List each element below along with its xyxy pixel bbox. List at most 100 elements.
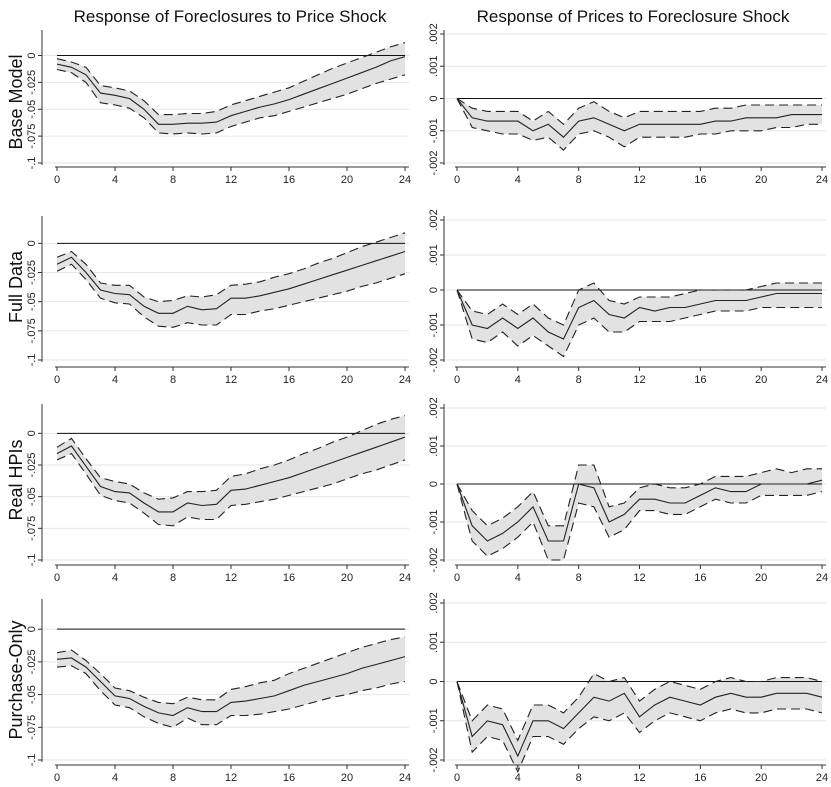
panel-1: .002 .001 0 -.001 -.002 0 4 8 12 16 20 24 bbox=[428, 23, 828, 186]
x-tick-label: 4 bbox=[515, 374, 521, 386]
y-tick-label: -.025 bbox=[26, 260, 38, 285]
y-tick-label: -.001 bbox=[428, 708, 440, 733]
x-tick-label: 8 bbox=[576, 174, 582, 186]
panels-group: 0 -.025 -.05 -.075 -.1 0 4 8 12 16 20 24 .002 .001 0 -.… bbox=[26, 23, 828, 784]
y-tick-label: 0 bbox=[428, 287, 440, 293]
y-tick-label: 0 bbox=[428, 678, 440, 684]
y-tick-label: -.1 bbox=[26, 354, 38, 367]
x-tick-label: 20 bbox=[755, 572, 767, 584]
lower-bound-line bbox=[56, 452, 406, 527]
x-tick-label: 12 bbox=[633, 374, 645, 386]
upper-bound-line bbox=[456, 672, 823, 742]
x-tick-label: 0 bbox=[54, 572, 60, 584]
y-tick-label: 0 bbox=[428, 481, 440, 487]
y-tick-label: -.025 bbox=[26, 649, 38, 674]
y-tick-label: .002 bbox=[428, 23, 440, 44]
lower-bound-line bbox=[456, 681, 823, 774]
x-tick-label: 12 bbox=[225, 174, 237, 186]
x-tick-label: 12 bbox=[225, 374, 237, 386]
y-tick-label: -.001 bbox=[428, 509, 440, 534]
x-tick-label: 4 bbox=[112, 572, 118, 584]
row-label-base-model: Base Model bbox=[6, 54, 26, 149]
column-title-foreclosures: Response of Foreclosures to Price Shock bbox=[74, 7, 387, 26]
point-estimate-line bbox=[56, 56, 406, 125]
x-tick-label: 8 bbox=[170, 572, 176, 584]
x-tick-label: 0 bbox=[54, 174, 60, 186]
x-tick-label: 20 bbox=[341, 572, 353, 584]
y-tick-label: 0 bbox=[26, 240, 38, 246]
y-tick-label: -.05 bbox=[26, 100, 38, 119]
panel-3: .002 .001 0 -.001 -.002 0 4 8 12 16 20 24 bbox=[428, 209, 828, 386]
y-tick-label: .001 bbox=[428, 435, 440, 456]
confidence-band bbox=[57, 415, 405, 526]
y-tick-label: 0 bbox=[26, 430, 38, 436]
y-tick-label: 0 bbox=[26, 626, 38, 632]
y-tick-label: -.001 bbox=[428, 118, 440, 143]
lower-bound-line bbox=[56, 263, 406, 328]
point-estimate-line bbox=[56, 656, 406, 717]
y-tick-label: -.1 bbox=[26, 157, 38, 170]
x-tick-label: 12 bbox=[225, 772, 237, 784]
x-tick-label: 24 bbox=[816, 174, 828, 186]
y-tick-label: -.05 bbox=[26, 292, 38, 311]
y-tick-label: .002 bbox=[428, 397, 440, 418]
panel-6: 0 -.025 -.05 -.075 -.1 0 4 8 12 16 20 24 bbox=[26, 599, 411, 784]
x-tick-label: 0 bbox=[454, 374, 460, 386]
x-tick-label: 0 bbox=[454, 772, 460, 784]
y-tick-label: -.075 bbox=[26, 516, 38, 541]
x-tick-label: 24 bbox=[816, 374, 828, 386]
x-tick-label: 12 bbox=[225, 572, 237, 584]
x-tick-label: 24 bbox=[399, 374, 411, 386]
point-estimate-line bbox=[456, 98, 822, 138]
lower-bound-line bbox=[456, 98, 822, 151]
x-tick-label: 20 bbox=[341, 174, 353, 186]
panel-7: .002 .001 0 -.001 -.002 0 4 8 12 16 20 24 bbox=[428, 592, 828, 784]
x-tick-label: 16 bbox=[694, 374, 706, 386]
y-tick-label: -.001 bbox=[428, 312, 440, 337]
y-tick-label: -.1 bbox=[26, 554, 38, 567]
y-tick-label: .001 bbox=[428, 244, 440, 265]
y-tick-label: -.002 bbox=[428, 150, 440, 175]
x-tick-label: 16 bbox=[283, 572, 295, 584]
upper-bound-line bbox=[456, 464, 822, 527]
y-tick-label: -.05 bbox=[26, 487, 38, 506]
x-tick-label: 8 bbox=[170, 772, 176, 784]
x-tick-label: 4 bbox=[112, 772, 118, 784]
x-tick-label: 20 bbox=[755, 174, 767, 186]
x-tick-label: 24 bbox=[816, 772, 828, 784]
y-tick-label: .001 bbox=[428, 56, 440, 77]
panel-2: 0 -.025 -.05 -.075 -.1 0 4 8 12 16 20 24 bbox=[26, 216, 411, 386]
panel-5: .002 .001 0 -.001 -.002 0 4 8 12 16 20 24 bbox=[428, 397, 828, 584]
point-estimate-line bbox=[456, 289, 822, 340]
row-label-full-data: Full Data bbox=[6, 250, 26, 323]
x-tick-label: 4 bbox=[112, 374, 118, 386]
upper-bound-line bbox=[56, 636, 406, 705]
confidence-band bbox=[57, 42, 405, 134]
row-label-purchase-only: Purchase-Only bbox=[6, 620, 26, 739]
x-tick-label: 0 bbox=[454, 572, 460, 584]
x-tick-label: 0 bbox=[54, 772, 60, 784]
x-tick-label: 24 bbox=[399, 572, 411, 584]
y-tick-label: 0 bbox=[26, 52, 38, 58]
x-tick-label: 0 bbox=[54, 374, 60, 386]
panel-0: 0 -.025 -.05 -.075 -.1 0 4 8 12 16 20 24 bbox=[26, 30, 411, 186]
x-tick-label: 24 bbox=[399, 174, 411, 186]
upper-bound-line bbox=[456, 282, 822, 326]
x-tick-label: 20 bbox=[755, 374, 767, 386]
confidence-band bbox=[457, 283, 822, 357]
y-tick-label: .002 bbox=[428, 592, 440, 613]
y-tick-label: -.075 bbox=[26, 124, 38, 149]
x-tick-label: 20 bbox=[341, 772, 353, 784]
x-tick-label: 8 bbox=[170, 374, 176, 386]
row-label-real-hpis: Real HPIs bbox=[6, 439, 26, 520]
point-estimate-line bbox=[56, 436, 406, 513]
x-tick-label: 24 bbox=[816, 572, 828, 584]
upper-bound-line bbox=[456, 98, 822, 126]
x-tick-label: 4 bbox=[515, 772, 521, 784]
x-tick-label: 16 bbox=[694, 572, 706, 584]
upper-bound-line bbox=[56, 415, 406, 500]
x-tick-label: 16 bbox=[283, 374, 295, 386]
y-tick-label: -.002 bbox=[428, 547, 440, 572]
y-tick-label: -.075 bbox=[26, 715, 38, 740]
y-tick-label: 0 bbox=[428, 95, 440, 101]
